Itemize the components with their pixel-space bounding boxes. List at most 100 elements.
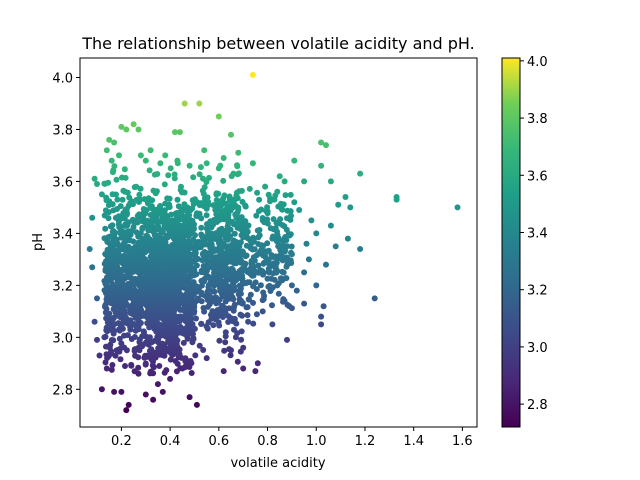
data-point: [115, 320, 122, 327]
chart-title: The relationship between volatile acidit…: [81, 34, 475, 53]
data-point: [291, 199, 298, 206]
data-point: [181, 100, 188, 107]
data-point: [318, 162, 325, 169]
data-point: [201, 249, 208, 255]
data-point: [89, 264, 96, 271]
data-point: [264, 204, 271, 211]
data-point: [230, 170, 237, 177]
data-point: [454, 204, 461, 211]
data-point: [213, 294, 220, 301]
data-point: [266, 282, 273, 289]
data-point: [249, 160, 256, 167]
data-point: [114, 196, 121, 203]
data-point: [109, 222, 116, 229]
data-point: [179, 365, 186, 372]
data-point: [210, 322, 217, 329]
x-tick-label: 0.2: [111, 434, 132, 449]
data-point: [256, 196, 263, 203]
data-point: [188, 370, 195, 376]
data-point: [237, 239, 244, 246]
data-point: [98, 386, 105, 393]
data-point: [255, 241, 262, 247]
data-point: [109, 362, 116, 368]
data-point: [250, 234, 257, 241]
data-point: [227, 352, 234, 359]
data-point: [320, 303, 327, 310]
data-point: [301, 269, 308, 276]
data-point: [107, 341, 114, 348]
data-point: [281, 298, 288, 304]
data-point: [144, 217, 151, 224]
data-point: [201, 184, 208, 191]
data-point: [145, 195, 152, 202]
data-point: [221, 192, 228, 199]
data-point: [215, 165, 222, 172]
data-point: [235, 149, 242, 156]
x-tick-label: 1.0: [306, 434, 327, 449]
data-point: [296, 207, 303, 213]
data-point: [323, 261, 329, 268]
data-point: [131, 334, 138, 340]
data-point: [254, 360, 261, 367]
data-point: [142, 360, 149, 367]
data-point: [238, 328, 245, 335]
colorbar-tick-label: 3.8: [527, 112, 548, 127]
data-point: [164, 195, 171, 202]
colorbar-tick-label: 2.8: [527, 398, 548, 413]
x-axis: 0.2 0.4 0.6 0.8 1.0 1.2 1.4 1.6: [111, 427, 473, 449]
data-point: [342, 194, 349, 200]
data-point: [303, 240, 310, 247]
data-point: [198, 224, 205, 231]
data-point: [103, 365, 110, 372]
data-point: [197, 164, 204, 171]
data-point: [172, 129, 178, 136]
data-point: [222, 339, 229, 346]
data-point: [167, 375, 174, 382]
data-point: [284, 207, 291, 214]
data-point: [129, 216, 136, 223]
data-point: [171, 171, 178, 178]
data-point: [193, 401, 200, 408]
data-point: [118, 388, 125, 395]
data-point: [335, 201, 342, 208]
data-point: [196, 100, 203, 107]
data-point: [130, 121, 137, 128]
data-point: [209, 308, 216, 315]
data-point: [301, 300, 308, 307]
colorbar: [501, 57, 521, 428]
data-point: [190, 174, 197, 181]
data-point: [252, 279, 259, 286]
data-point: [150, 187, 157, 194]
data-point: [118, 123, 125, 130]
data-point: [186, 162, 193, 169]
data-point: [216, 337, 223, 344]
data-point: [196, 342, 203, 349]
colorbar-tick-label: 3.4: [527, 226, 548, 241]
data-point: [264, 275, 271, 282]
data-point: [235, 170, 242, 177]
data-point: [240, 344, 247, 351]
data-point: [332, 243, 339, 250]
data-point: [272, 225, 279, 232]
data-point: [174, 196, 181, 203]
data-point: [252, 368, 259, 375]
data-point: [220, 368, 227, 375]
data-point: [259, 217, 266, 224]
data-point: [136, 319, 143, 326]
data-point: [198, 267, 205, 274]
y-tick-label: 3.0: [52, 331, 73, 346]
data-point: [118, 340, 125, 347]
colorbar-axis: 2.8 3.0 3.2 3.4 3.6 3.8 4.0: [520, 55, 548, 413]
data-point: [136, 191, 143, 198]
data-point: [254, 189, 261, 196]
data-point: [203, 160, 210, 167]
data-point: [231, 326, 237, 333]
x-axis-label: volatile acidity: [230, 456, 325, 471]
data-point: [275, 290, 282, 297]
data-point: [147, 147, 154, 154]
data-point: [280, 242, 286, 249]
data-point: [103, 351, 110, 358]
data-point: [200, 347, 207, 353]
data-point: [281, 178, 288, 185]
data-point: [185, 238, 192, 245]
